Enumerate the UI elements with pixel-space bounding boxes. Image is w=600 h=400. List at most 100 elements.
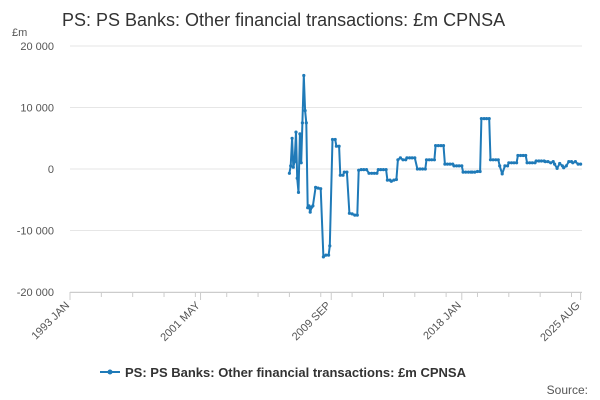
data-point[interactable] bbox=[359, 168, 363, 172]
data-point[interactable] bbox=[530, 161, 534, 165]
data-point[interactable] bbox=[479, 117, 483, 121]
data-point[interactable] bbox=[304, 121, 308, 125]
data-point[interactable] bbox=[334, 144, 338, 148]
data-point[interactable] bbox=[567, 160, 571, 164]
data-point[interactable] bbox=[439, 144, 443, 148]
data-point[interactable] bbox=[498, 164, 502, 168]
data-point[interactable] bbox=[295, 176, 299, 180]
data-point[interactable] bbox=[427, 158, 431, 162]
data-point[interactable] bbox=[460, 164, 464, 168]
data-point[interactable] bbox=[379, 168, 383, 172]
data-point[interactable] bbox=[421, 167, 425, 171]
data-point[interactable] bbox=[319, 187, 323, 191]
data-point[interactable] bbox=[293, 160, 297, 164]
data-point[interactable] bbox=[539, 159, 544, 163]
data-point[interactable] bbox=[376, 168, 380, 172]
data-point[interactable] bbox=[430, 158, 434, 162]
data-point[interactable] bbox=[436, 144, 440, 148]
data-point[interactable] bbox=[564, 164, 568, 168]
data-point[interactable] bbox=[555, 166, 559, 170]
data-point[interactable] bbox=[413, 156, 417, 160]
data-point[interactable] bbox=[549, 161, 553, 165]
data-point[interactable] bbox=[347, 211, 351, 215]
data-point[interactable] bbox=[571, 161, 575, 165]
data-point[interactable] bbox=[461, 170, 465, 174]
data-point[interactable] bbox=[521, 153, 525, 158]
data-point[interactable] bbox=[551, 160, 555, 164]
data-point[interactable] bbox=[516, 153, 520, 158]
data-point[interactable] bbox=[415, 167, 419, 171]
data-point[interactable] bbox=[401, 158, 405, 162]
data-point[interactable] bbox=[289, 164, 293, 168]
data-point[interactable] bbox=[294, 130, 298, 134]
data-point[interactable] bbox=[488, 158, 493, 162]
data-point[interactable] bbox=[487, 117, 491, 121]
data-point[interactable] bbox=[491, 158, 495, 162]
data-point[interactable] bbox=[364, 168, 369, 172]
data-point[interactable] bbox=[466, 170, 470, 174]
data-point[interactable] bbox=[316, 186, 320, 190]
data-point[interactable] bbox=[546, 160, 550, 164]
data-point[interactable] bbox=[482, 117, 486, 121]
data-point[interactable] bbox=[464, 170, 468, 174]
data-point[interactable] bbox=[311, 204, 315, 208]
data-point[interactable] bbox=[478, 169, 482, 174]
data-point[interactable] bbox=[475, 169, 480, 174]
data-point[interactable] bbox=[503, 164, 507, 168]
data-point[interactable] bbox=[375, 171, 379, 175]
data-point[interactable] bbox=[543, 160, 547, 164]
data-point[interactable] bbox=[345, 170, 349, 174]
data-point[interactable] bbox=[496, 158, 500, 162]
data-point[interactable] bbox=[321, 255, 325, 259]
data-point[interactable] bbox=[342, 170, 346, 174]
data-point[interactable] bbox=[367, 171, 371, 175]
data-point[interactable] bbox=[553, 162, 557, 166]
data-point[interactable] bbox=[494, 158, 498, 162]
data-point[interactable] bbox=[350, 212, 354, 216]
data-point[interactable] bbox=[362, 168, 366, 172]
data-point[interactable] bbox=[290, 136, 294, 140]
data-point[interactable] bbox=[308, 210, 312, 214]
data-point[interactable] bbox=[473, 170, 477, 174]
data-point[interactable] bbox=[287, 171, 291, 175]
data-point[interactable] bbox=[418, 167, 422, 171]
data-point[interactable] bbox=[353, 213, 357, 217]
data-point[interactable] bbox=[341, 173, 345, 177]
data-point[interactable] bbox=[398, 156, 402, 160]
data-point[interactable] bbox=[314, 185, 318, 189]
data-point[interactable] bbox=[434, 144, 438, 148]
data-point[interactable] bbox=[396, 158, 400, 162]
data-point[interactable] bbox=[455, 164, 459, 168]
data-point[interactable] bbox=[576, 162, 580, 166]
data-point[interactable] bbox=[370, 171, 374, 175]
data-point[interactable] bbox=[506, 164, 510, 168]
data-point[interactable] bbox=[558, 161, 562, 166]
data-point[interactable] bbox=[327, 253, 331, 257]
data-point[interactable] bbox=[303, 109, 307, 113]
data-point[interactable] bbox=[452, 164, 456, 168]
data-point[interactable] bbox=[562, 166, 566, 170]
data-point[interactable] bbox=[573, 160, 578, 164]
data-point[interactable] bbox=[445, 162, 449, 166]
data-point[interactable] bbox=[515, 161, 519, 165]
data-point[interactable] bbox=[302, 73, 306, 78]
data-point[interactable] bbox=[355, 213, 359, 217]
data-point[interactable] bbox=[357, 168, 361, 172]
legend[interactable]: PS: PS Banks: Other financial transactio… bbox=[100, 365, 467, 380]
data-point[interactable] bbox=[291, 165, 295, 169]
data-point[interactable] bbox=[337, 144, 341, 148]
data-point[interactable] bbox=[432, 158, 436, 162]
data-point[interactable] bbox=[579, 162, 583, 166]
data-point[interactable] bbox=[457, 164, 461, 168]
data-point[interactable] bbox=[330, 137, 335, 142]
data-point[interactable] bbox=[485, 117, 489, 121]
data-point[interactable] bbox=[441, 144, 446, 148]
data-point[interactable] bbox=[534, 159, 538, 163]
data-point[interactable] bbox=[519, 153, 523, 158]
data-point[interactable] bbox=[528, 161, 532, 165]
data-point[interactable] bbox=[424, 158, 429, 162]
data-point[interactable] bbox=[443, 162, 447, 166]
data-point[interactable] bbox=[381, 168, 385, 172]
data-point[interactable] bbox=[307, 204, 311, 208]
data-point[interactable] bbox=[385, 178, 389, 182]
